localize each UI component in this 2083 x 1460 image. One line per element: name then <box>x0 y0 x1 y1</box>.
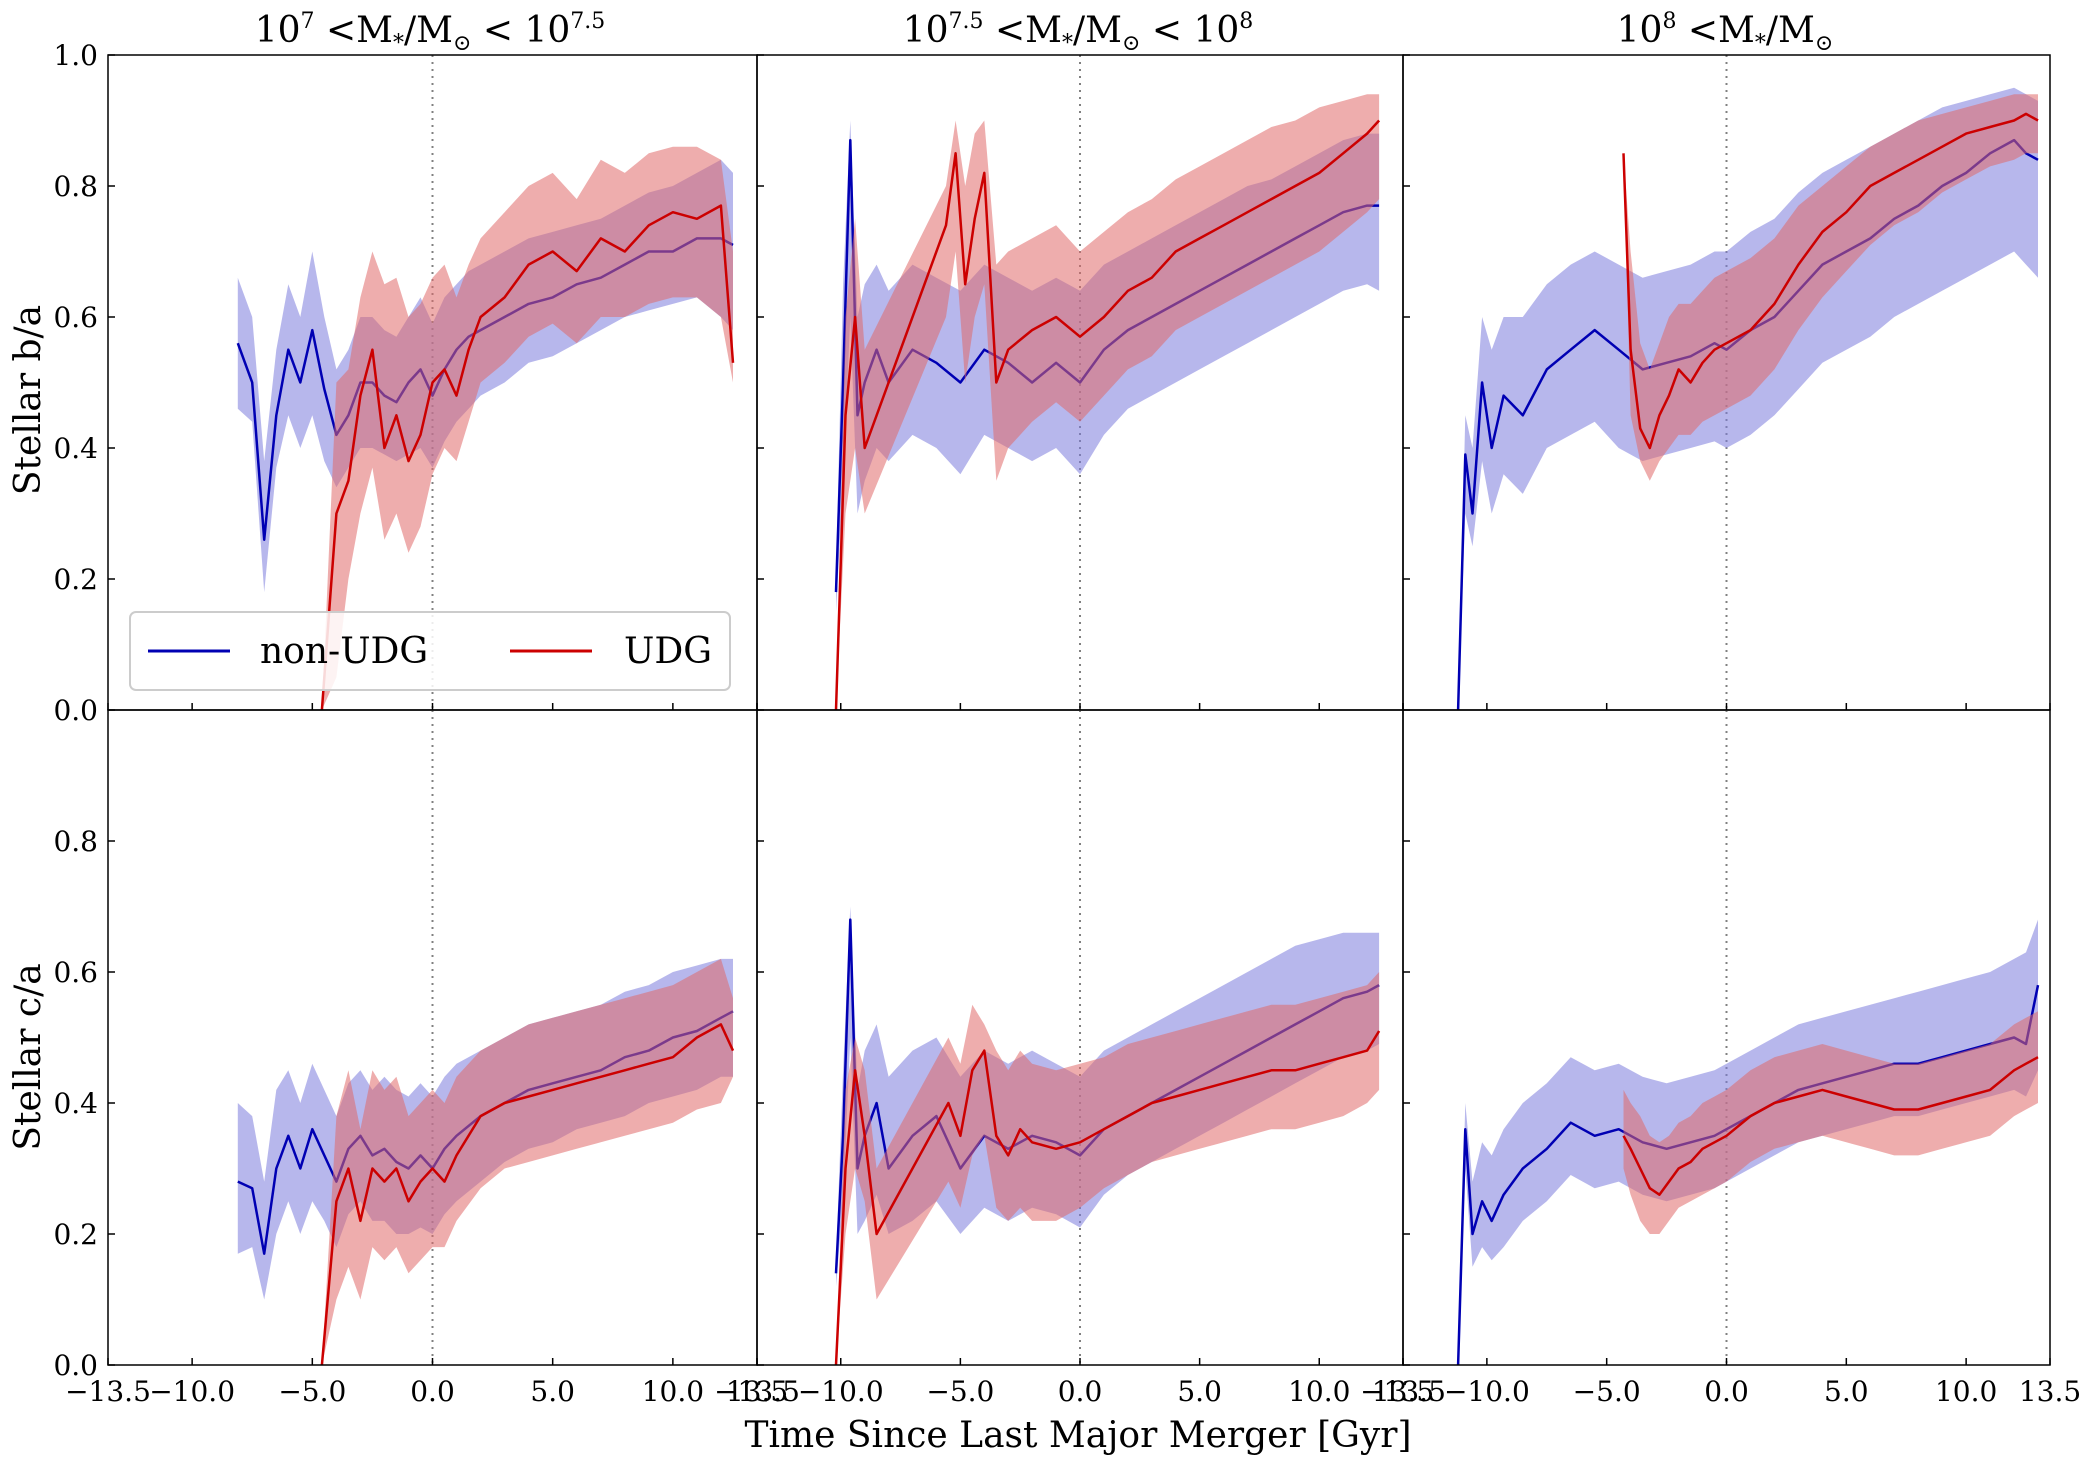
panel-top-3 <box>1402 54 2051 711</box>
band-udg <box>321 146 733 710</box>
plot-area <box>236 55 735 710</box>
line-udg <box>1622 112 2039 450</box>
y-tick-label: 0.4 <box>53 432 98 465</box>
x-tick-label: 5.0 <box>1824 1375 1869 1408</box>
line-udg <box>320 1023 735 1365</box>
x-tick-label: −5.0 <box>1573 1375 1641 1408</box>
plot-area <box>834 55 1381 710</box>
x-tick-label: 13.5 <box>726 1375 788 1408</box>
x-tick-label: 10.0 <box>1288 1375 1350 1408</box>
line-udg <box>1622 1056 2039 1196</box>
y-tick-label: 0.2 <box>53 563 98 596</box>
y-tick-label: 0.6 <box>53 301 98 334</box>
x-tick-label: 13.5 <box>1372 1375 1434 1408</box>
x-tick-label: −10.0 <box>149 1375 235 1408</box>
panel-title-1: 107 <M*/M⊙ < 107.5 <box>255 9 606 56</box>
band-nonudg <box>1458 87 2038 710</box>
x-tick-label: −5.0 <box>278 1375 346 1408</box>
y-tick-label: 0.0 <box>53 1349 98 1382</box>
band-udg <box>1623 1011 2038 1234</box>
panel-title-3: 108 <M*/M⊙ <box>1617 9 1834 56</box>
band-udg <box>1623 94 2038 481</box>
legend-label-nonudg: non-UDG <box>260 631 428 672</box>
legend-label-udg: UDG <box>624 631 712 672</box>
line-udg <box>320 204 735 710</box>
y-tick-label: 1.0 <box>53 39 98 72</box>
y-tick-label: 0.0 <box>53 694 98 727</box>
x-tick-label: 0.0 <box>410 1375 455 1408</box>
y-tick-label: 0.8 <box>53 825 98 858</box>
plot-area <box>237 710 735 1365</box>
x-tick-label: −10.0 <box>798 1375 884 1408</box>
panel-top-1: 0.0 0.2 0.4 0.6 0.8 1.0 <box>53 39 758 727</box>
legend: non-UDG UDG <box>129 611 731 691</box>
x-tick-label: 5.0 <box>530 1375 575 1408</box>
x-tick-label: −5.0 <box>926 1375 994 1408</box>
x-tick-label: 10.0 <box>1935 1375 1997 1408</box>
x-tick-label: −13.5 <box>714 1375 800 1408</box>
band-udg <box>836 972 1380 1365</box>
panel-bottom-1: 0.0 0.2 0.4 0.6 0.8 −13.5−10.0 −5.0 0.0 5.0 10.0 1… <box>53 709 788 1408</box>
ylabel-bottom: Stellar c/a <box>8 963 49 1150</box>
line-udg <box>834 1030 1381 1365</box>
panels: 0.00.20.40.60.81.00.00.20.40.60.8−13.5−1… <box>53 39 2081 1408</box>
panel-bottom-3: −13.5−10.0 −5.0 0.0 5.0 10.0 13.5 <box>1360 709 2081 1408</box>
x-tick-label: 0.0 <box>1704 1375 1749 1408</box>
band-udg <box>836 94 1380 710</box>
panel-bottom-2: −13.5−10.0 −5.0 0.0 5.0 10.0 13.5 <box>714 709 1434 1408</box>
plot-area <box>1456 55 2039 710</box>
x-tick-label: 10.0 <box>642 1375 704 1408</box>
ylabel-top: Stellar b/a <box>8 305 49 495</box>
plot-area <box>1456 710 2040 1365</box>
legend-box <box>129 611 731 691</box>
x-tick-label: −13.5 <box>65 1375 151 1408</box>
xlabel: Time Since Last Major Merger [Gyr] <box>744 1415 1411 1456</box>
y-tick-label: 0.4 <box>53 1087 98 1120</box>
x-tick-label: −10.0 <box>1444 1375 1530 1408</box>
y-tick-label: 0.2 <box>53 1218 98 1251</box>
y-tick-label: 0.6 <box>53 956 98 989</box>
band-udg <box>321 958 733 1365</box>
line-udg <box>834 119 1381 710</box>
x-tick-label: −13.5 <box>1360 1375 1446 1408</box>
x-tick-label: 5.0 <box>1177 1375 1222 1408</box>
plot-area <box>834 710 1381 1365</box>
panel-title-2: 107.5 <M*/M⊙ < 108 <box>903 9 1254 56</box>
panel-top-2 <box>756 54 1404 711</box>
x-tick-label: 13.5 <box>2019 1375 2081 1408</box>
x-tick-label: 0.0 <box>1058 1375 1103 1408</box>
y-tick-label: 0.8 <box>53 170 98 203</box>
